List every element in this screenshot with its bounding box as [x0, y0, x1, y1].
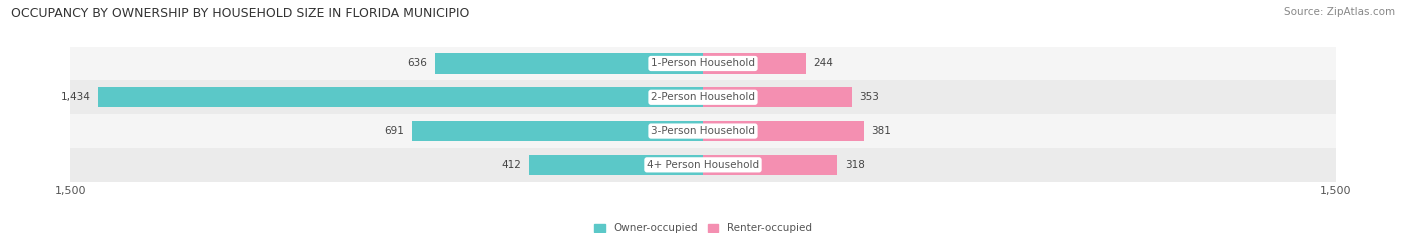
- Legend: Owner-occupied, Renter-occupied: Owner-occupied, Renter-occupied: [591, 219, 815, 233]
- Text: 691: 691: [384, 126, 404, 136]
- Bar: [703, 87, 852, 107]
- Text: 318: 318: [845, 160, 865, 170]
- Text: 353: 353: [859, 92, 879, 102]
- Bar: [98, 87, 703, 107]
- Bar: [70, 80, 1336, 114]
- Text: 412: 412: [502, 160, 522, 170]
- Text: 2-Person Household: 2-Person Household: [651, 92, 755, 102]
- Bar: [703, 155, 837, 175]
- Bar: [529, 155, 703, 175]
- Text: Source: ZipAtlas.com: Source: ZipAtlas.com: [1284, 7, 1395, 17]
- Bar: [703, 53, 806, 74]
- Bar: [434, 53, 703, 74]
- Text: 1,434: 1,434: [60, 92, 90, 102]
- Text: 636: 636: [408, 58, 427, 69]
- Text: 381: 381: [872, 126, 891, 136]
- Bar: [703, 121, 863, 141]
- Text: 1-Person Household: 1-Person Household: [651, 58, 755, 69]
- Bar: [70, 148, 1336, 182]
- Text: 4+ Person Household: 4+ Person Household: [647, 160, 759, 170]
- Text: OCCUPANCY BY OWNERSHIP BY HOUSEHOLD SIZE IN FLORIDA MUNICIPIO: OCCUPANCY BY OWNERSHIP BY HOUSEHOLD SIZE…: [11, 7, 470, 20]
- Text: 3-Person Household: 3-Person Household: [651, 126, 755, 136]
- Text: 244: 244: [814, 58, 834, 69]
- Bar: [70, 47, 1336, 80]
- Bar: [412, 121, 703, 141]
- Bar: [70, 114, 1336, 148]
